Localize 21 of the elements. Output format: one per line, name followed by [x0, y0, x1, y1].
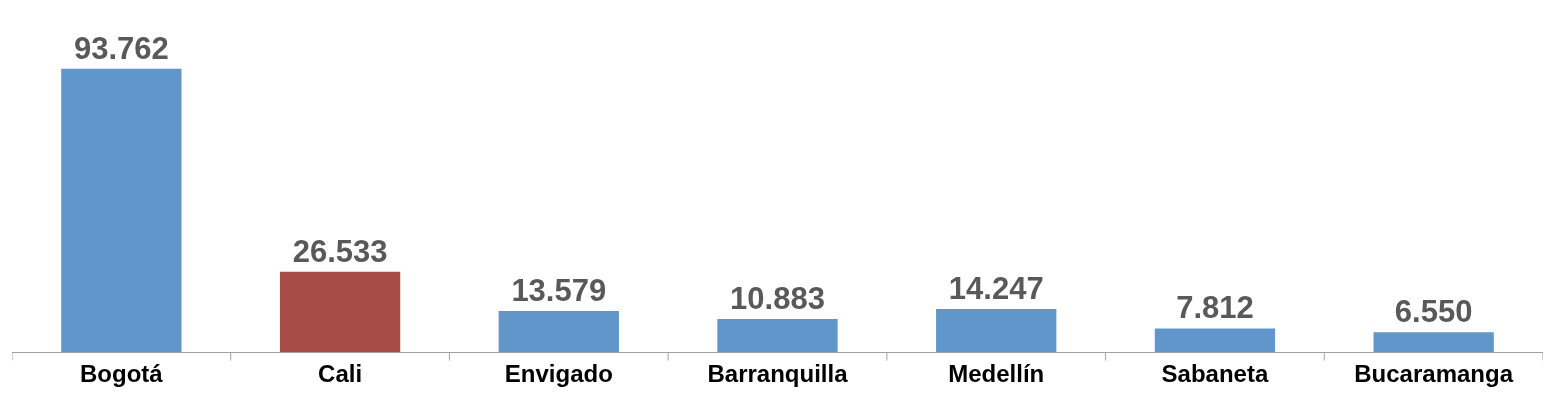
data-label: 6.550	[1394, 294, 1473, 330]
bar	[498, 310, 619, 352]
x-tick-label: Bucaramanga	[1354, 359, 1514, 387]
x-tick-label: Medellín	[948, 359, 1045, 387]
x-tick-label: Barranquilla	[707, 359, 849, 387]
data-label: 13.579	[511, 272, 607, 308]
bar	[279, 271, 401, 352]
bar	[1154, 328, 1276, 352]
data-label: 93.762	[73, 30, 169, 66]
x-tick-label: Bogotá	[80, 359, 164, 387]
bar	[1373, 332, 1494, 352]
x-tick-label: Sabaneta	[1161, 359, 1269, 387]
data-label: 7.812	[1176, 290, 1254, 326]
data-label: 10.883	[730, 281, 825, 317]
bar	[936, 308, 1057, 352]
bar	[61, 68, 182, 352]
bar	[717, 319, 838, 352]
x-tick-label: Envigado	[504, 359, 613, 387]
data-label: 26.533	[292, 233, 388, 269]
data-label: 14.247	[948, 270, 1044, 306]
x-tick-label: Cali	[318, 359, 363, 387]
